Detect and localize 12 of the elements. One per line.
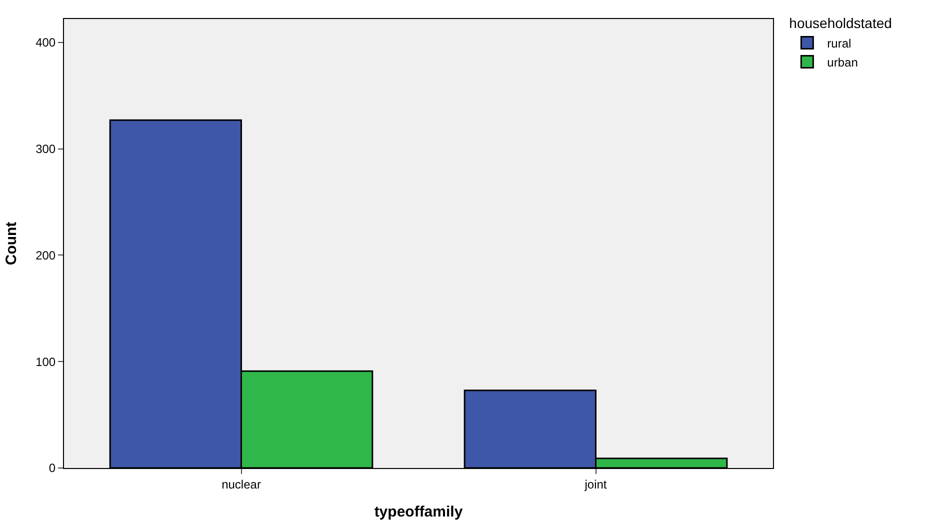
- y-tick-label: 200: [36, 248, 56, 262]
- legend-label: rural: [827, 36, 852, 50]
- y-tick-label: 100: [36, 354, 56, 369]
- x-axis-title: typeoffamily: [374, 503, 464, 520]
- x-tick-label: joint: [584, 477, 608, 492]
- y-tick-label: 400: [36, 36, 56, 50]
- y-axis-title: Count: [2, 222, 20, 266]
- x-tick-label: nuclear: [222, 477, 261, 492]
- y-tick-label: 0: [48, 461, 56, 476]
- y-tick-label: 300: [36, 142, 56, 156]
- legend-title: householdstated: [789, 15, 892, 32]
- legend-label: urban: [827, 55, 858, 70]
